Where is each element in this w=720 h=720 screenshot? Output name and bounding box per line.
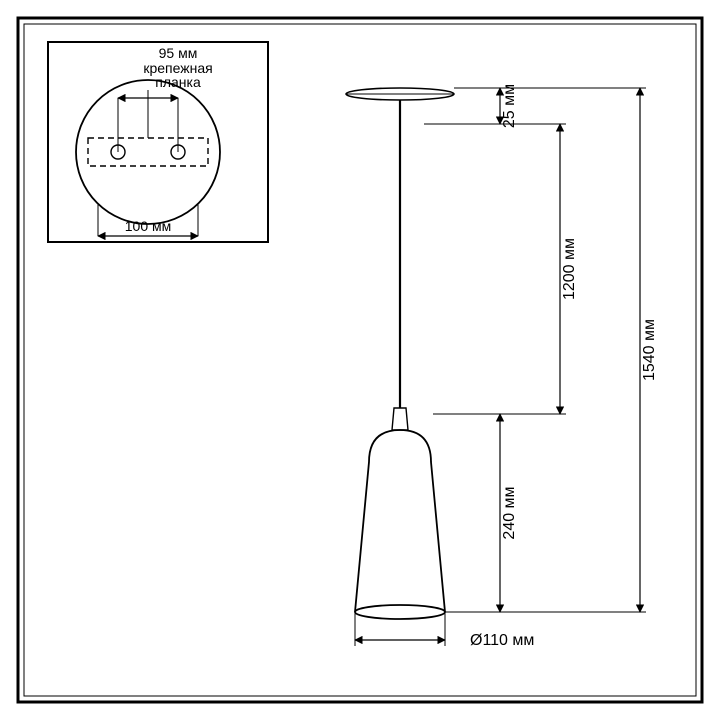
svg-text:100 мм: 100 мм <box>125 218 172 234</box>
svg-text:Ø110 мм: Ø110 мм <box>470 632 534 649</box>
svg-text:планка: планка <box>155 74 201 90</box>
svg-text:1200 мм: 1200 мм <box>561 238 578 300</box>
svg-text:95 мм: 95 мм <box>159 45 198 61</box>
svg-text:1540 мм: 1540 мм <box>641 319 658 381</box>
svg-text:25 мм: 25 мм <box>501 84 518 128</box>
svg-text:240 мм: 240 мм <box>501 486 518 539</box>
